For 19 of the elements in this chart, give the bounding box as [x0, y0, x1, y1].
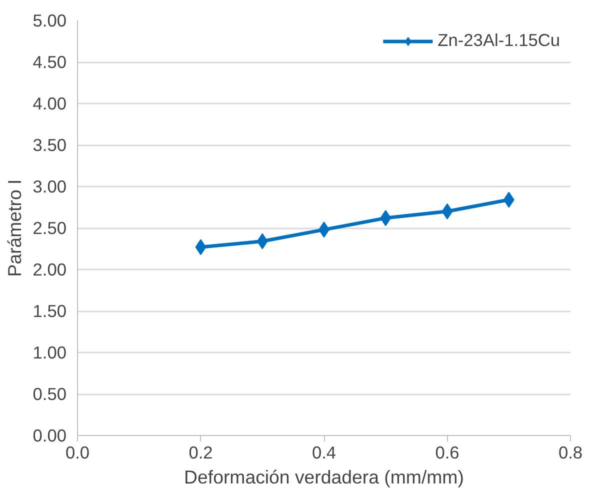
y-tick-label: 1.00: [32, 342, 67, 362]
x-tick-label: 0.8: [558, 442, 583, 462]
y-tick-label: 2.50: [32, 218, 67, 238]
y-tick-label: 4.50: [32, 52, 67, 72]
x-axis-title: Deformación verdadera (mm/mm): [184, 466, 464, 488]
y-axis-title: Parámetro I: [4, 179, 25, 277]
y-tick-label: 4.00: [32, 94, 67, 114]
y-tick-label: 2.00: [32, 260, 67, 280]
y-tick-label: 3.00: [32, 176, 67, 196]
x-tick-label: 0.4: [312, 442, 336, 462]
y-tick-label: 5.00: [32, 10, 67, 30]
x-tick-label: 0.2: [188, 442, 213, 462]
x-tick-label: 0.6: [435, 442, 460, 462]
x-tick-label: 0.0: [65, 442, 90, 462]
y-tick-label: 0.50: [32, 384, 67, 404]
y-tick-label: 1.50: [32, 301, 67, 321]
y-tick-label: 0.00: [32, 426, 67, 446]
y-tick-label: 3.50: [32, 135, 67, 155]
legend-label: Zn-23Al-1.15Cu: [438, 30, 560, 51]
